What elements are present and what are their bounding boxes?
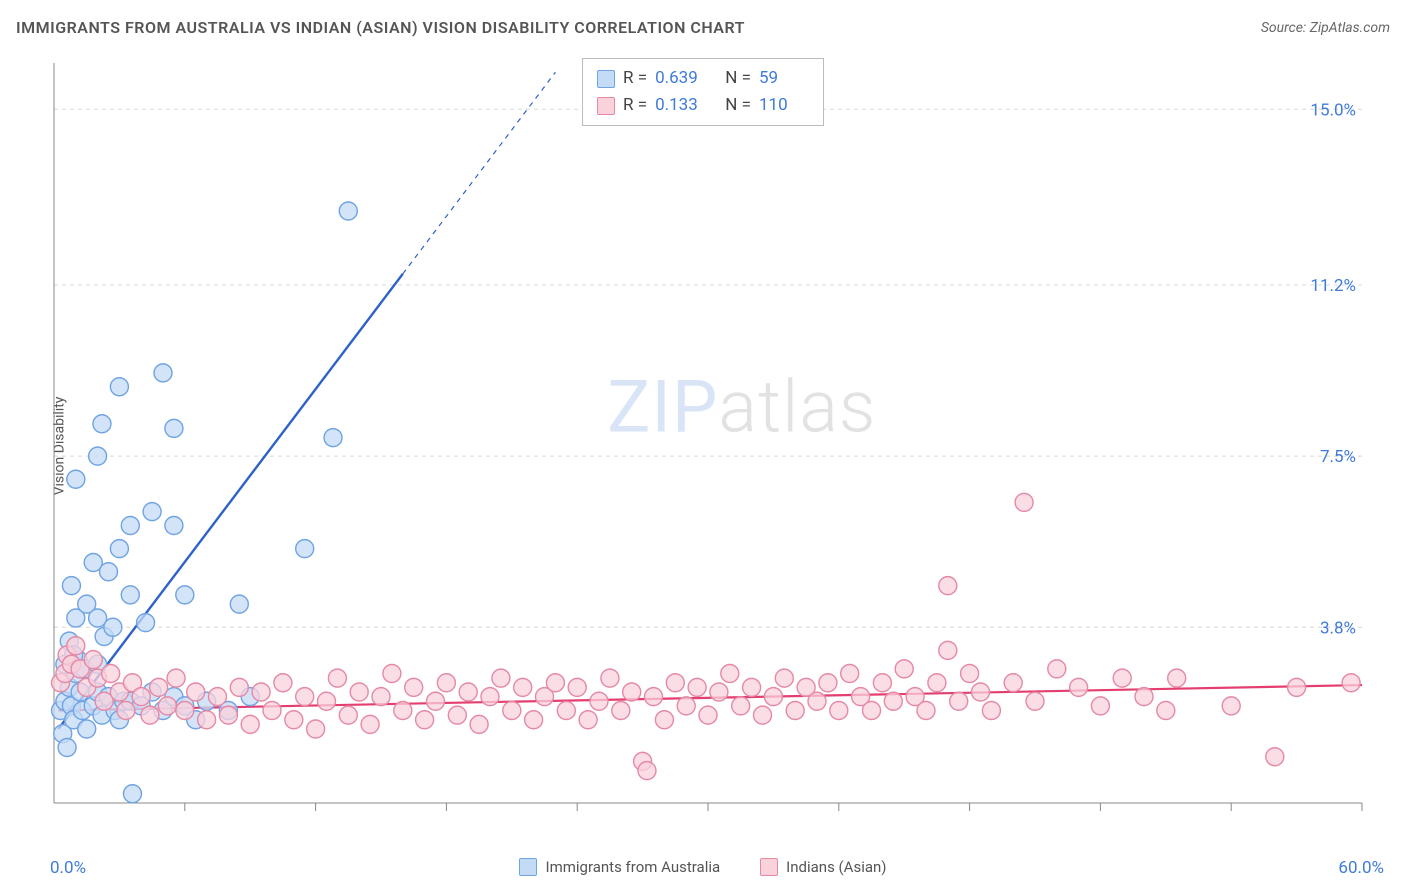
svg-text:7.5%: 7.5%: [1320, 447, 1356, 467]
scatter-chart: 3.8% 7.5% 11.2% 15.0%: [44, 55, 1374, 825]
x-axis-legend: Immigrants from Australia Indians (Asian…: [0, 858, 1406, 876]
legend-item-series1: Immigrants from Australia: [519, 858, 720, 876]
stats-n-value-1: 59: [759, 65, 809, 92]
legend-item-series2: Indians (Asian): [760, 858, 886, 876]
svg-text:15.0%: 15.0%: [1310, 100, 1356, 120]
stats-swatch-series1: [597, 70, 615, 88]
chart-source: Source: ZipAtlas.com: [1261, 20, 1390, 36]
stats-n-label: N =: [725, 65, 751, 92]
legend-label-series1: Immigrants from Australia: [545, 858, 720, 876]
legend-swatch-series1: [519, 858, 537, 876]
stats-legend-box: R = 0.639 N = 59 R = 0.133 N = 110: [582, 58, 824, 126]
stats-n-value-2: 110: [759, 92, 809, 119]
stats-row-series2: R = 0.133 N = 110: [597, 92, 809, 119]
stats-r-label: R =: [623, 65, 647, 92]
stats-r-value-1: 0.639: [655, 65, 705, 92]
stats-r-label-2: R =: [623, 92, 647, 119]
stats-n-label-2: N =: [725, 92, 751, 119]
stats-r-value-2: 0.133: [655, 92, 705, 119]
legend-swatch-series2: [760, 858, 778, 876]
stats-swatch-series2: [597, 97, 615, 115]
svg-text:11.2%: 11.2%: [1310, 276, 1356, 296]
chart-title: IMMIGRANTS FROM AUSTRALIA VS INDIAN (ASI…: [16, 18, 745, 37]
chart-header: IMMIGRANTS FROM AUSTRALIA VS INDIAN (ASI…: [16, 18, 1390, 37]
stats-row-series1: R = 0.639 N = 59: [597, 65, 809, 92]
svg-text:3.8%: 3.8%: [1320, 618, 1356, 638]
chart-area: 3.8%7.5%11.2%15.0% ZIPatlas: [44, 55, 1386, 837]
legend-label-series2: Indians (Asian): [786, 858, 886, 876]
